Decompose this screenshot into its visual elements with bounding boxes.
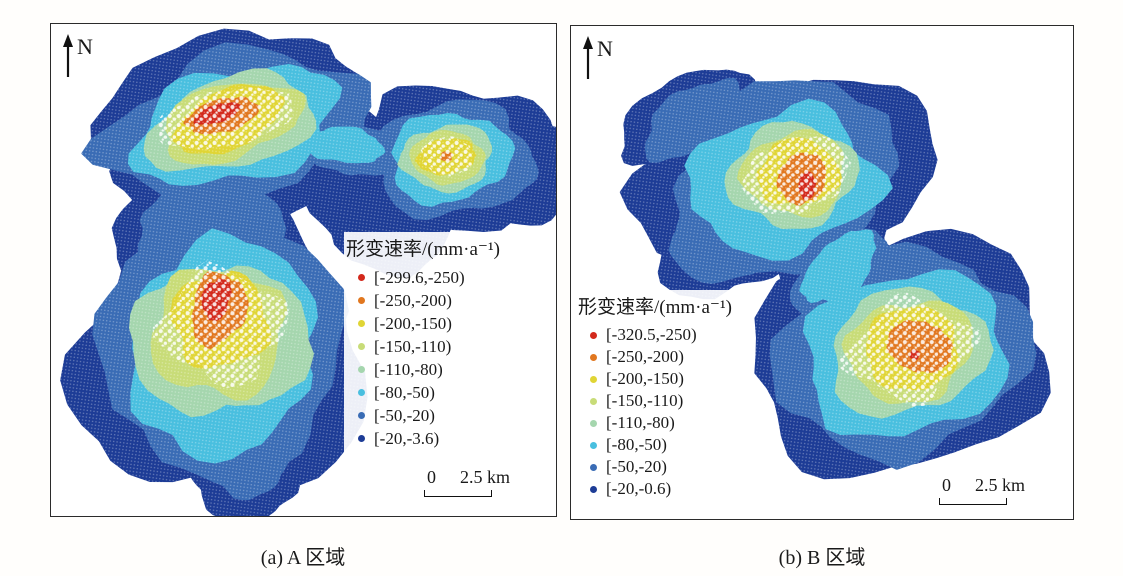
legend-color-dot [358,274,365,281]
legend-entry: [-50,-20) [346,404,500,427]
legend-color-dot [590,331,597,339]
north-indicator-a: N [61,33,93,79]
legend-title: 形变速率/(mm·a⁻¹) [578,297,732,318]
legend-entry: [-250,-200) [346,289,500,312]
legend-entry-label: [-150,-110) [374,336,452,356]
legend-entry: [-200,-150) [578,368,732,390]
legend-entry: [-150,-110) [346,335,500,358]
legend-entry-label: [-110,-80) [374,359,443,379]
scalebar-bar [424,490,492,497]
legend-entry: [-200,-150) [346,312,500,335]
legend-entry: [-80,-50) [346,381,500,404]
legend-entry: [-299.6,-250) [346,266,500,289]
core-speckle-overlay [420,136,474,177]
scalebar-distance: 2.5 km [975,475,1026,495]
legend-color-dot [358,297,365,304]
legend-entry: [-320.5,-250) [578,324,732,346]
legend-entry-label: [-50,-20) [606,457,667,476]
legend-entry-label: [-250,-200) [374,290,452,310]
legend-entry: [-80,-50) [578,434,732,456]
legend-entry: [-20,-3.6) [346,427,500,450]
legend-entry-label: [-80,-50) [374,382,435,402]
legend-entry: [-110,-80) [578,412,732,434]
legend-entry: [-250,-200) [578,346,732,368]
legend-color-dot [358,412,365,419]
legend-color-dot [590,353,597,361]
legend-entry-label: [-250,-200) [606,347,684,366]
legend-entry-label: [-110,-80) [606,413,675,432]
panel-b: N 形变速率/(mm·a⁻¹) [-320.5,-250) [-250,-200)… [570,25,1074,520]
caption-panel-b: (b) B 区域 [778,547,866,569]
legend-a: 形变速率/(mm·a⁻¹) [-299.6,-250) [-250,-200) [-… [344,232,504,452]
legend-color-dot [358,435,365,442]
scalebar-a: 0 2.5 km [424,467,524,501]
legend-color-dot [590,397,597,405]
legend-entry-label: [-299.6,-250) [374,267,465,287]
north-indicator-b: N [581,35,613,81]
scalebar-bar [939,498,1007,505]
scalebar-b: 0 2.5 km [939,475,1039,509]
scalebar-distance: 2.5 km [460,467,511,487]
north-arrow-icon [583,36,593,79]
core-speckle-overlay [152,260,290,389]
legend-color-dot [358,343,365,350]
north-arrow-icon [63,34,73,77]
legend-entry-label: [-150,-110) [606,391,684,410]
legend-color-dot [358,320,365,327]
legend-entry-label: [-200,-150) [374,313,452,333]
caption-panel-a: (a) A 区域 [260,547,346,569]
legend-color-dot [358,366,365,373]
legend-entry: [-110,-80) [346,358,500,381]
legend-color-dot [590,441,597,449]
legend-entry-label: [-320.5,-250) [606,325,697,344]
legend-entry-label: [-20,-3.6) [374,428,440,448]
legend-entry-label: [-50,-20) [374,405,435,425]
north-label: N [77,34,93,59]
legend-entry: [-50,-20) [578,456,732,478]
core-speckle-overlay [742,135,851,214]
legend-entry-label: [-20,-0.6) [606,479,672,498]
legend-entry-label: [-200,-150) [606,369,684,388]
legend-entry: [-20,-0.6) [578,478,732,500]
legend-entry: [-150,-110) [578,390,732,412]
scalebar-zero: 0 [942,475,951,495]
panel-a: N 形变速率/(mm·a⁻¹) [-299.6,-250) [-250,-200)… [50,23,557,517]
legend-color-dot [358,389,365,396]
deformation-map-b [571,26,1073,519]
legend-color-dot [590,485,597,493]
legend-title: 形变速率/(mm·a⁻¹) [346,239,500,260]
scalebar-zero: 0 [427,467,436,487]
north-label: N [597,36,613,61]
legend-b: 形变速率/(mm·a⁻¹) [-320.5,-250) [-250,-200) [-… [576,290,736,502]
legend-color-dot [590,463,597,471]
core-speckle-overlay [840,292,981,407]
core-speckle-overlay [156,86,294,151]
legend-color-dot [590,419,597,427]
legend-color-dot [590,375,597,383]
legend-entry-label: [-80,-50) [606,435,667,454]
